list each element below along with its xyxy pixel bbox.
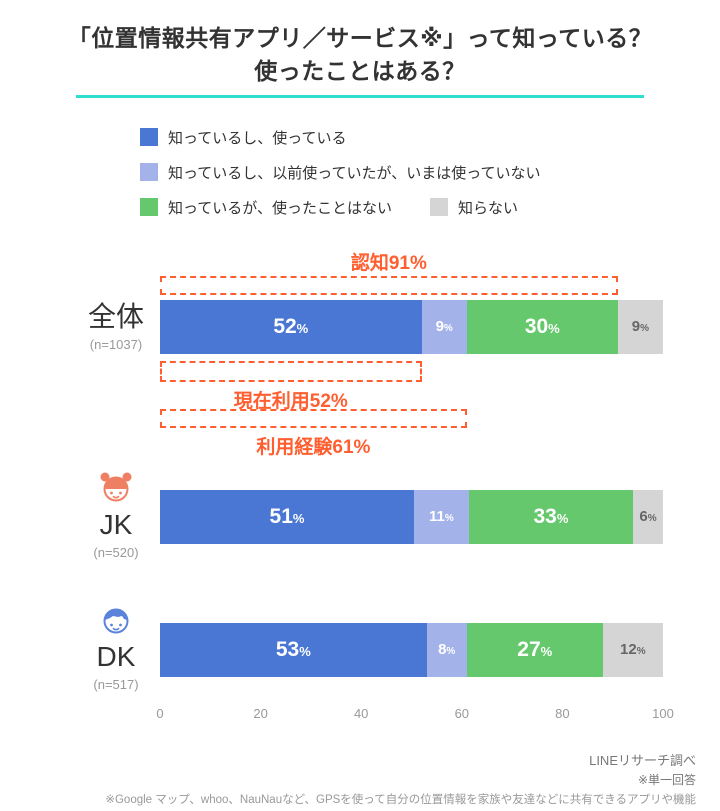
category-n-jk: (n=520) (93, 544, 139, 560)
segment-value-label: 30% (524, 315, 560, 338)
bar-segment-0-2: 30% (466, 300, 618, 354)
title-underline (76, 95, 644, 98)
category-n-dk: (n=517) (93, 676, 139, 692)
category-label-zentai: 全体 (87, 301, 144, 332)
annotation-bracket-2 (160, 361, 422, 382)
segment-value-label: 52% (273, 315, 309, 338)
segment-value-label: 9% (435, 318, 453, 335)
bar-dk: 53% 8% 27% 12% (160, 623, 663, 677)
bar-segment-1-0: 51% (160, 490, 414, 544)
legend-swatch-know-never-used (140, 198, 158, 216)
segment-value-label: 27% (517, 638, 553, 661)
bar-segment-1-1: 11% (413, 490, 469, 544)
legend-row-1: 知っているし、使っている (140, 128, 540, 147)
legend-swatch-using (140, 128, 158, 146)
legend-label-using: 知っているし、使っている (168, 129, 347, 147)
x-axis-tick-20: 20 (253, 706, 268, 721)
bar-segment-0-0: 52% (160, 300, 422, 354)
segment-value-label: 8% (438, 641, 456, 658)
segment-value-label: 53% (275, 638, 311, 661)
annotation-bracket-3 (160, 409, 467, 428)
legend-swatch-used-before (140, 163, 158, 181)
bar-segment-2-2: 27% (466, 623, 603, 677)
x-axis-tick-0: 0 (156, 706, 164, 721)
bar-segment-0-3: 9% (617, 300, 663, 354)
legend-row-2: 知っているし、以前使っていたが、いまは使っていない (140, 163, 541, 182)
segment-value-label: 51% (269, 505, 305, 528)
category-zentai: 全体 (n=1037) (56, 301, 176, 352)
legend-row-3: 知っているが、使ったことはない 知らない (140, 198, 540, 217)
jk-face-icon (56, 466, 176, 508)
bar-segment-2-1: 8% (426, 623, 467, 677)
annotation-bracket-1 (160, 276, 618, 295)
x-axis-tick-60: 60 (454, 706, 470, 721)
bar-segment-2-3: 12% (602, 623, 663, 677)
x-axis-tick-80: 80 (555, 706, 570, 721)
category-label-dk: DK (96, 641, 136, 672)
dk-face-icon (56, 598, 176, 640)
annotation-label-3: 利用経験61% (256, 437, 371, 458)
legend-label-know-never-used: 知っているが、使ったことはない (168, 199, 392, 217)
category-label-jk: JK (99, 509, 133, 540)
x-axis-tick-100: 100 (652, 706, 674, 721)
segment-value-label: 11% (428, 508, 454, 525)
bar-jk: 51% 11% 33% 6% (160, 490, 663, 544)
legend-label-dont-know: 知らない (457, 199, 518, 217)
legend-label-used-before: 知っているし、以前使っていたが、いまは使っていない (168, 164, 541, 182)
x-axis-tick-40: 40 (353, 706, 369, 721)
bar-zentai: 52% 9% 30% 9% (160, 300, 663, 354)
category-dk: DK (n=517) (56, 598, 176, 692)
bar-segment-1-2: 33% (468, 490, 634, 544)
footer-source: LINEリサーチ調べ (589, 753, 696, 768)
title-line-1: 「位置情報共有アプリ／サービス※」って知っている？ (67, 25, 653, 51)
segment-value-label: 33% (533, 505, 569, 528)
title-line-2: 使ったことはある？ (254, 57, 466, 84)
footer-definition-note: ※Google マップ、whoo、NauNauなど、GPSを使って自分の位置情報… (105, 794, 696, 806)
annotation-label-1: 認知91% (350, 253, 427, 274)
page-title: 「位置情報共有アプリ／サービス※」って知っている？ 使ったことはある？ (0, 22, 720, 87)
bar-segment-0-1: 9% (421, 300, 467, 354)
bar-segment-2-0: 53% (160, 623, 427, 677)
segment-value-label: 9% (631, 318, 649, 335)
category-n-zentai: (n=1037) (89, 336, 143, 352)
bar-segment-1-3: 6% (633, 490, 663, 544)
category-jk: JK (n=520) (56, 466, 176, 560)
legend: 知っているし、使っている 知っているし、以前使っていたが、いまは使っていない 知… (140, 128, 540, 233)
footer-single-answer-note: ※単一回答 (637, 773, 696, 787)
segment-value-label: 12% (620, 641, 646, 658)
annotation-label-2: 現在利用52% (233, 391, 348, 412)
legend-swatch-dont-know (429, 198, 448, 216)
segment-value-label: 6% (639, 508, 657, 525)
